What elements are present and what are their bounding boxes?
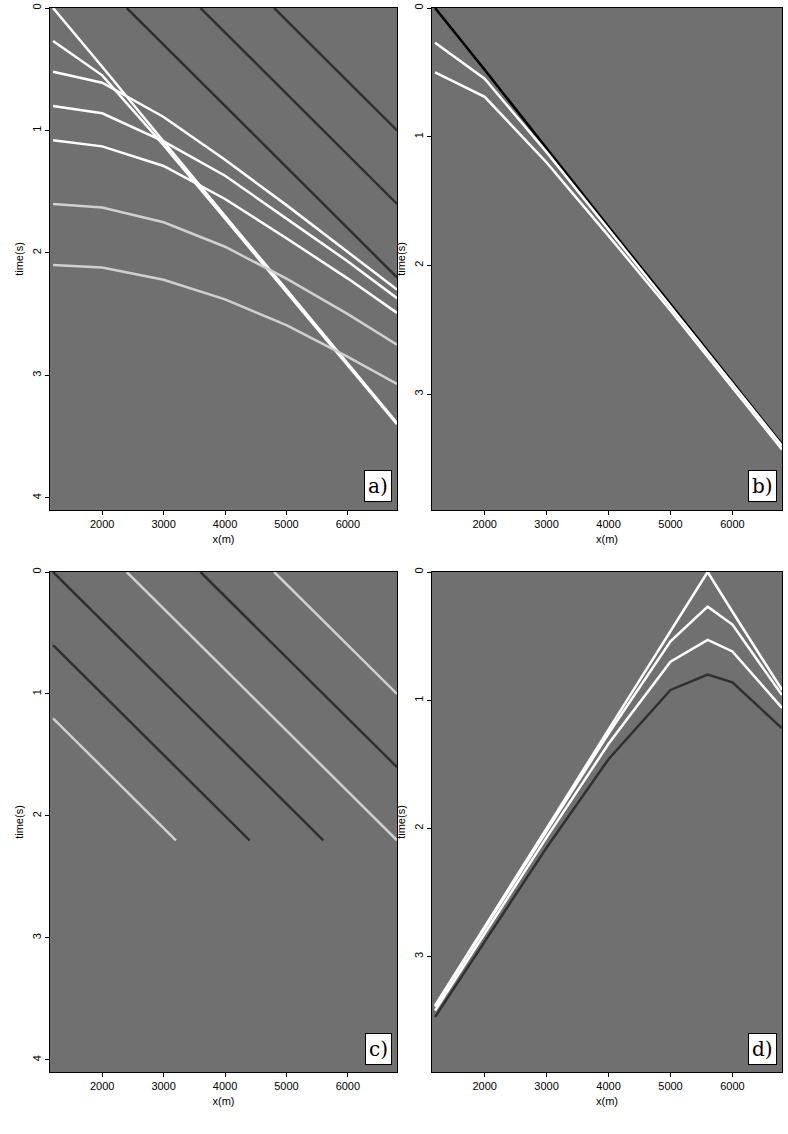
svg-text:1: 1 [413,132,425,138]
svg-text:2: 2 [413,824,425,830]
svg-text:x(m): x(m) [213,533,235,545]
svg-text:3000: 3000 [534,518,558,530]
svg-text:0: 0 [31,567,43,573]
svg-text:2000: 2000 [90,518,114,530]
svg-text:5000: 5000 [274,1080,298,1092]
svg-text:0: 0 [413,3,425,9]
svg-text:3: 3 [31,371,43,377]
svg-text:4: 4 [31,1055,43,1061]
svg-text:1: 1 [413,695,425,701]
svg-text:5000: 5000 [274,518,298,530]
svg-text:5000: 5000 [658,518,682,530]
svg-text:2000: 2000 [472,518,496,530]
svg-text:time(s): time(s) [13,805,25,839]
svg-text:time(s): time(s) [395,805,407,839]
svg-text:x(m): x(m) [596,533,618,545]
svg-text:2: 2 [31,811,43,817]
svg-text:3: 3 [31,933,43,939]
svg-text:b): b) [752,474,773,498]
svg-text:6000: 6000 [720,1080,744,1092]
svg-text:4000: 4000 [213,518,237,530]
svg-text:c): c) [369,1037,388,1061]
svg-text:6000: 6000 [720,518,744,530]
svg-text:time(s): time(s) [395,242,407,276]
svg-text:d): d) [752,1037,773,1061]
svg-text:a): a) [368,474,388,498]
svg-text:4: 4 [31,493,43,499]
svg-text:2000: 2000 [90,1080,114,1092]
svg-text:2: 2 [413,261,425,267]
svg-text:1: 1 [31,689,43,695]
svg-text:1: 1 [31,126,43,132]
svg-text:x(m): x(m) [213,1095,235,1107]
svg-text:time(s): time(s) [13,242,25,276]
svg-text:4000: 4000 [213,1080,237,1092]
svg-text:x(m): x(m) [596,1095,618,1107]
svg-text:3000: 3000 [534,1080,558,1092]
svg-text:6000: 6000 [336,518,360,530]
svg-text:0: 0 [413,567,425,573]
svg-text:4000: 4000 [596,1080,620,1092]
svg-text:6000: 6000 [336,1080,360,1092]
svg-text:3000: 3000 [151,1080,175,1092]
svg-text:3000: 3000 [151,518,175,530]
svg-text:3: 3 [413,952,425,958]
svg-text:4000: 4000 [596,518,620,530]
svg-text:2000: 2000 [472,1080,496,1092]
svg-text:2: 2 [31,248,43,254]
svg-text:5000: 5000 [658,1080,682,1092]
svg-text:3: 3 [413,389,425,395]
svg-text:0: 0 [31,3,43,9]
